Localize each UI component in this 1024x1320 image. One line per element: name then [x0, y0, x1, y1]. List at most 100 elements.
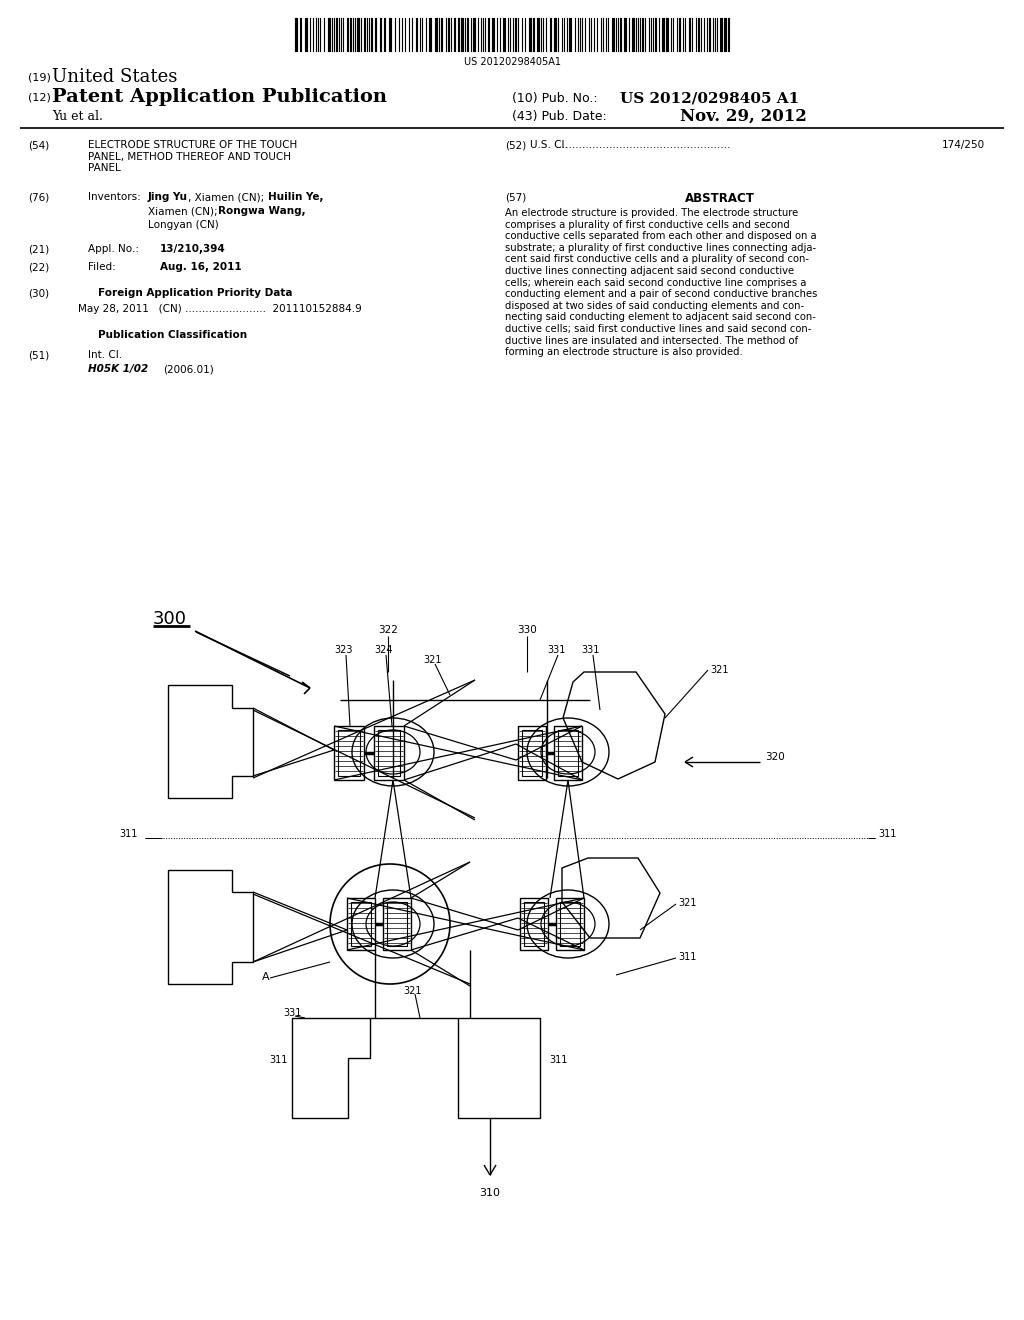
Text: Huilin Ye,: Huilin Ye,: [268, 191, 324, 202]
Bar: [389, 18, 392, 51]
Text: Aug. 16, 2011: Aug. 16, 2011: [160, 261, 242, 272]
Text: ELECTRODE STRUCTURE OF THE TOUCH
PANEL, METHOD THEREOF AND TOUCH
PANEL: ELECTRODE STRUCTURE OF THE TOUCH PANEL, …: [88, 140, 297, 173]
Bar: [380, 18, 382, 51]
Bar: [334, 726, 364, 780]
Text: (21): (21): [28, 244, 49, 253]
Text: (22): (22): [28, 261, 49, 272]
Bar: [350, 18, 352, 51]
Bar: [662, 18, 665, 51]
Bar: [612, 18, 615, 51]
Text: Appl. No.:: Appl. No.:: [88, 244, 139, 253]
Text: 323: 323: [335, 645, 353, 655]
Bar: [515, 18, 517, 51]
Text: 311: 311: [120, 829, 138, 840]
Bar: [454, 18, 456, 51]
Text: 331: 331: [283, 1008, 301, 1018]
Bar: [378, 730, 400, 776]
Text: 321: 321: [710, 665, 728, 675]
Bar: [384, 18, 386, 51]
Text: 174/250: 174/250: [942, 140, 985, 150]
Bar: [679, 18, 681, 51]
Bar: [441, 18, 443, 51]
Bar: [467, 18, 469, 51]
Bar: [554, 726, 582, 780]
Bar: [387, 902, 407, 946]
Text: Yu et al.: Yu et al.: [52, 110, 102, 123]
Text: 324: 324: [375, 645, 393, 655]
Text: (19): (19): [28, 73, 51, 82]
Bar: [416, 18, 418, 51]
Text: Patent Application Publication: Patent Application Publication: [52, 88, 387, 106]
Bar: [689, 18, 691, 51]
Bar: [435, 18, 438, 51]
Text: (76): (76): [28, 191, 49, 202]
Text: 330: 330: [517, 624, 537, 635]
Bar: [458, 18, 460, 51]
Bar: [728, 18, 730, 51]
Bar: [720, 18, 723, 51]
Text: , Xiamen (CN);: , Xiamen (CN);: [188, 191, 264, 202]
Bar: [492, 18, 495, 51]
Bar: [305, 18, 308, 51]
Bar: [558, 730, 578, 776]
Text: 311: 311: [878, 829, 896, 840]
Bar: [624, 18, 627, 51]
Text: 321: 321: [424, 655, 442, 665]
Text: 321: 321: [403, 986, 422, 997]
Text: A: A: [262, 972, 269, 982]
Bar: [383, 898, 411, 950]
Text: 13/210,394: 13/210,394: [160, 244, 225, 253]
Text: Filed:: Filed:: [88, 261, 116, 272]
Bar: [560, 902, 580, 946]
Text: 331: 331: [547, 645, 565, 655]
Text: Foreign Application Priority Data: Foreign Application Priority Data: [98, 288, 293, 298]
Bar: [529, 18, 532, 51]
Bar: [666, 18, 669, 51]
Text: Rongwa Wang,: Rongwa Wang,: [218, 206, 305, 216]
Bar: [655, 18, 657, 51]
Bar: [295, 18, 298, 51]
Text: US 2012/0298405 A1: US 2012/0298405 A1: [620, 92, 800, 106]
Text: Publication Classification: Publication Classification: [98, 330, 247, 341]
Bar: [537, 18, 540, 51]
Bar: [518, 726, 546, 780]
Bar: [347, 18, 349, 51]
Text: 311: 311: [678, 952, 696, 962]
Bar: [554, 18, 557, 51]
Text: 300: 300: [153, 610, 187, 628]
Bar: [351, 902, 371, 946]
Text: H05K 1/02: H05K 1/02: [88, 364, 148, 374]
Text: (51): (51): [28, 350, 49, 360]
Text: ABSTRACT: ABSTRACT: [685, 191, 755, 205]
Text: 311: 311: [269, 1055, 287, 1065]
Bar: [429, 18, 432, 51]
Text: May 28, 2011   (CN) ........................  201110152884.9: May 28, 2011 (CN) ......................…: [78, 304, 361, 314]
Text: (30): (30): [28, 288, 49, 298]
Text: Inventors:: Inventors:: [88, 191, 140, 202]
Text: Longyan (CN): Longyan (CN): [148, 220, 219, 230]
Bar: [503, 18, 506, 51]
Bar: [449, 18, 450, 51]
Text: Nov. 29, 2012: Nov. 29, 2012: [680, 108, 807, 125]
Bar: [371, 18, 373, 51]
Text: US 20120298405A1: US 20120298405A1: [464, 57, 560, 67]
Text: United States: United States: [52, 69, 177, 86]
Bar: [347, 898, 375, 950]
Text: (12): (12): [28, 92, 51, 102]
Bar: [520, 898, 548, 950]
Bar: [632, 18, 635, 51]
Text: Jing Yu: Jing Yu: [148, 191, 188, 202]
Bar: [300, 18, 302, 51]
Bar: [473, 18, 476, 51]
Text: 320: 320: [765, 752, 784, 762]
Bar: [620, 18, 622, 51]
Text: 321: 321: [678, 898, 696, 908]
Bar: [569, 18, 572, 51]
Text: (43) Pub. Date:: (43) Pub. Date:: [512, 110, 607, 123]
Bar: [374, 726, 404, 780]
Text: 311: 311: [549, 1055, 567, 1065]
Bar: [556, 898, 584, 950]
Bar: [698, 18, 700, 51]
Bar: [524, 902, 544, 946]
Text: (57): (57): [505, 191, 526, 202]
